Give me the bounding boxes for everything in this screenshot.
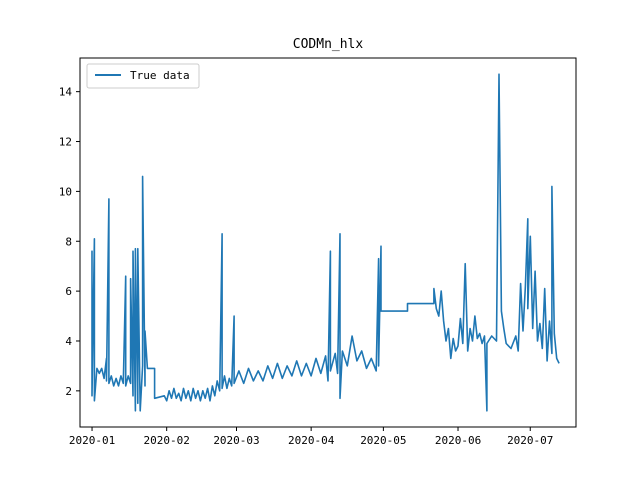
x-tick-label: 2020-05: [360, 434, 406, 447]
x-tick-label: 2020-02: [143, 434, 189, 447]
x-tick-label: 2020-03: [213, 434, 259, 447]
y-tick-label: 2: [65, 385, 72, 398]
axes-frame: [79, 57, 577, 428]
y-tick-label: 4: [65, 335, 72, 348]
x-tick-label: 2020-07: [507, 434, 553, 447]
legend-label-true-data: True data: [130, 69, 190, 82]
y-tick-label: 6: [65, 285, 72, 298]
chart-title: CODMn_hlx: [293, 37, 364, 52]
plot-area: 2 4 6 8 10 12 14 2020-01 2020-02 2020-03 2020-04 20…: [59, 73, 560, 447]
series-line-true-data: [91, 73, 560, 412]
y-tick-label: 14: [59, 86, 73, 99]
y-tick-label: 10: [59, 185, 72, 198]
x-tick-label: 2020-04: [288, 434, 335, 447]
legend: True data: [86, 63, 200, 89]
y-tick-label: 8: [65, 235, 72, 248]
x-tick-label: 2020-01: [69, 434, 115, 447]
y-tick-label: 12: [59, 136, 72, 149]
x-tick-label: 2020-06: [435, 434, 481, 447]
legend-box: [86, 63, 200, 89]
